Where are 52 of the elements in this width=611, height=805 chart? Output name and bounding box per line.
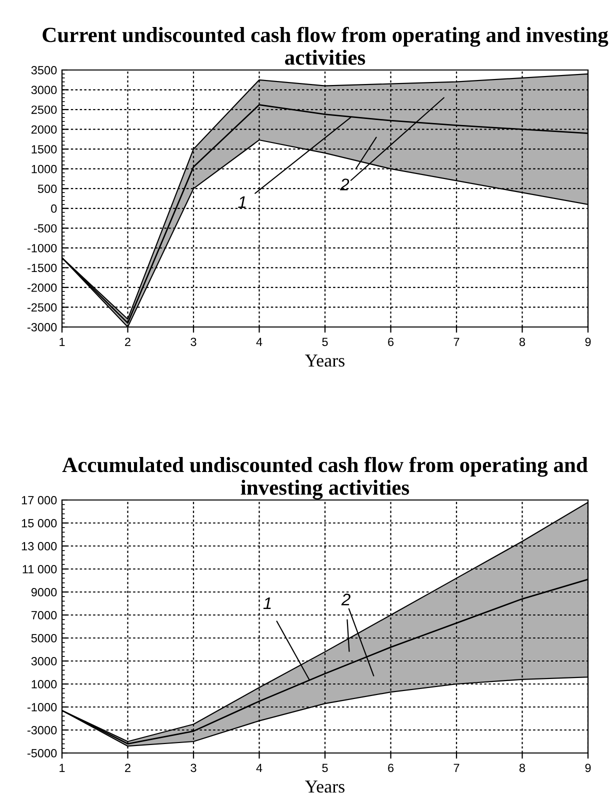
- y-tick-label: -3000: [27, 323, 57, 332]
- y-tick-label: 5000: [31, 634, 57, 642]
- annotation: 1: [238, 196, 246, 208]
- y-tick-label: 15 000: [22, 519, 57, 528]
- y-tick-label: 0: [51, 204, 57, 213]
- x-axis-title: Years: [305, 354, 344, 367]
- x-tick-label: 1: [60, 764, 65, 772]
- y-tick-label: -2500: [27, 303, 57, 312]
- x-axis-title: Years: [305, 780, 344, 793]
- x-tick-label: 5: [322, 338, 328, 346]
- y-tick-label: -5000: [27, 749, 57, 758]
- x-tick-label: 3: [190, 764, 196, 772]
- x-tick-label: 8: [519, 338, 526, 346]
- y-tick-label: 17 000: [22, 496, 57, 504]
- y-tick-label: 9000: [31, 588, 57, 596]
- y-tick-label: -2000: [27, 283, 57, 292]
- y-tick-label: 1500: [32, 145, 57, 154]
- y-tick-label: 13 000: [22, 542, 57, 550]
- x-tick-label: 9: [585, 764, 591, 772]
- y-tick-label: 3000: [31, 86, 57, 94]
- y-tick-label: -1000: [27, 244, 57, 252]
- x-tick-label: 2: [125, 338, 130, 346]
- x-tick-label: 7: [454, 338, 460, 346]
- y-tick-label: 3000: [31, 657, 57, 666]
- y-tick-label: -1000: [27, 703, 57, 712]
- y-tick-label: -3000: [27, 726, 57, 734]
- y-tick-label: 500: [38, 184, 57, 194]
- x-tick-label: 1: [60, 338, 65, 346]
- chart-title: Current undiscounted cash flow from operating and investing activities: [42, 26, 608, 65]
- annotation: 2: [340, 178, 350, 190]
- y-tick-label: 7000: [31, 611, 57, 620]
- y-tick-label: 2000: [31, 125, 57, 134]
- annotation: 2: [341, 594, 350, 606]
- x-tick-label: 5: [322, 764, 328, 772]
- x-tick-label: 4: [256, 764, 262, 772]
- x-tick-label: 9: [585, 338, 591, 346]
- y-tick-label: 11 000: [22, 565, 57, 574]
- y-tick-label: 1000: [32, 164, 57, 174]
- y-tick-label: 1000: [32, 680, 57, 688]
- x-tick-label: 2: [125, 764, 130, 772]
- chart-title: Accumulated undiscounted cash flow from operating and investing activities: [62, 456, 588, 500]
- x-tick-label: 7: [454, 764, 460, 772]
- x-tick-label: 8: [519, 764, 526, 772]
- y-tick-label: -1500: [27, 264, 57, 272]
- y-tick-label: 3500: [31, 66, 57, 74]
- x-tick-label: 6: [388, 764, 394, 772]
- x-tick-label: 6: [388, 338, 394, 346]
- x-tick-label: 4: [256, 338, 262, 346]
- annotation: 1: [263, 597, 271, 609]
- x-tick-label: 3: [190, 338, 196, 346]
- y-tick-label: -500: [34, 224, 57, 233]
- y-tick-label: 2500: [31, 106, 57, 114]
